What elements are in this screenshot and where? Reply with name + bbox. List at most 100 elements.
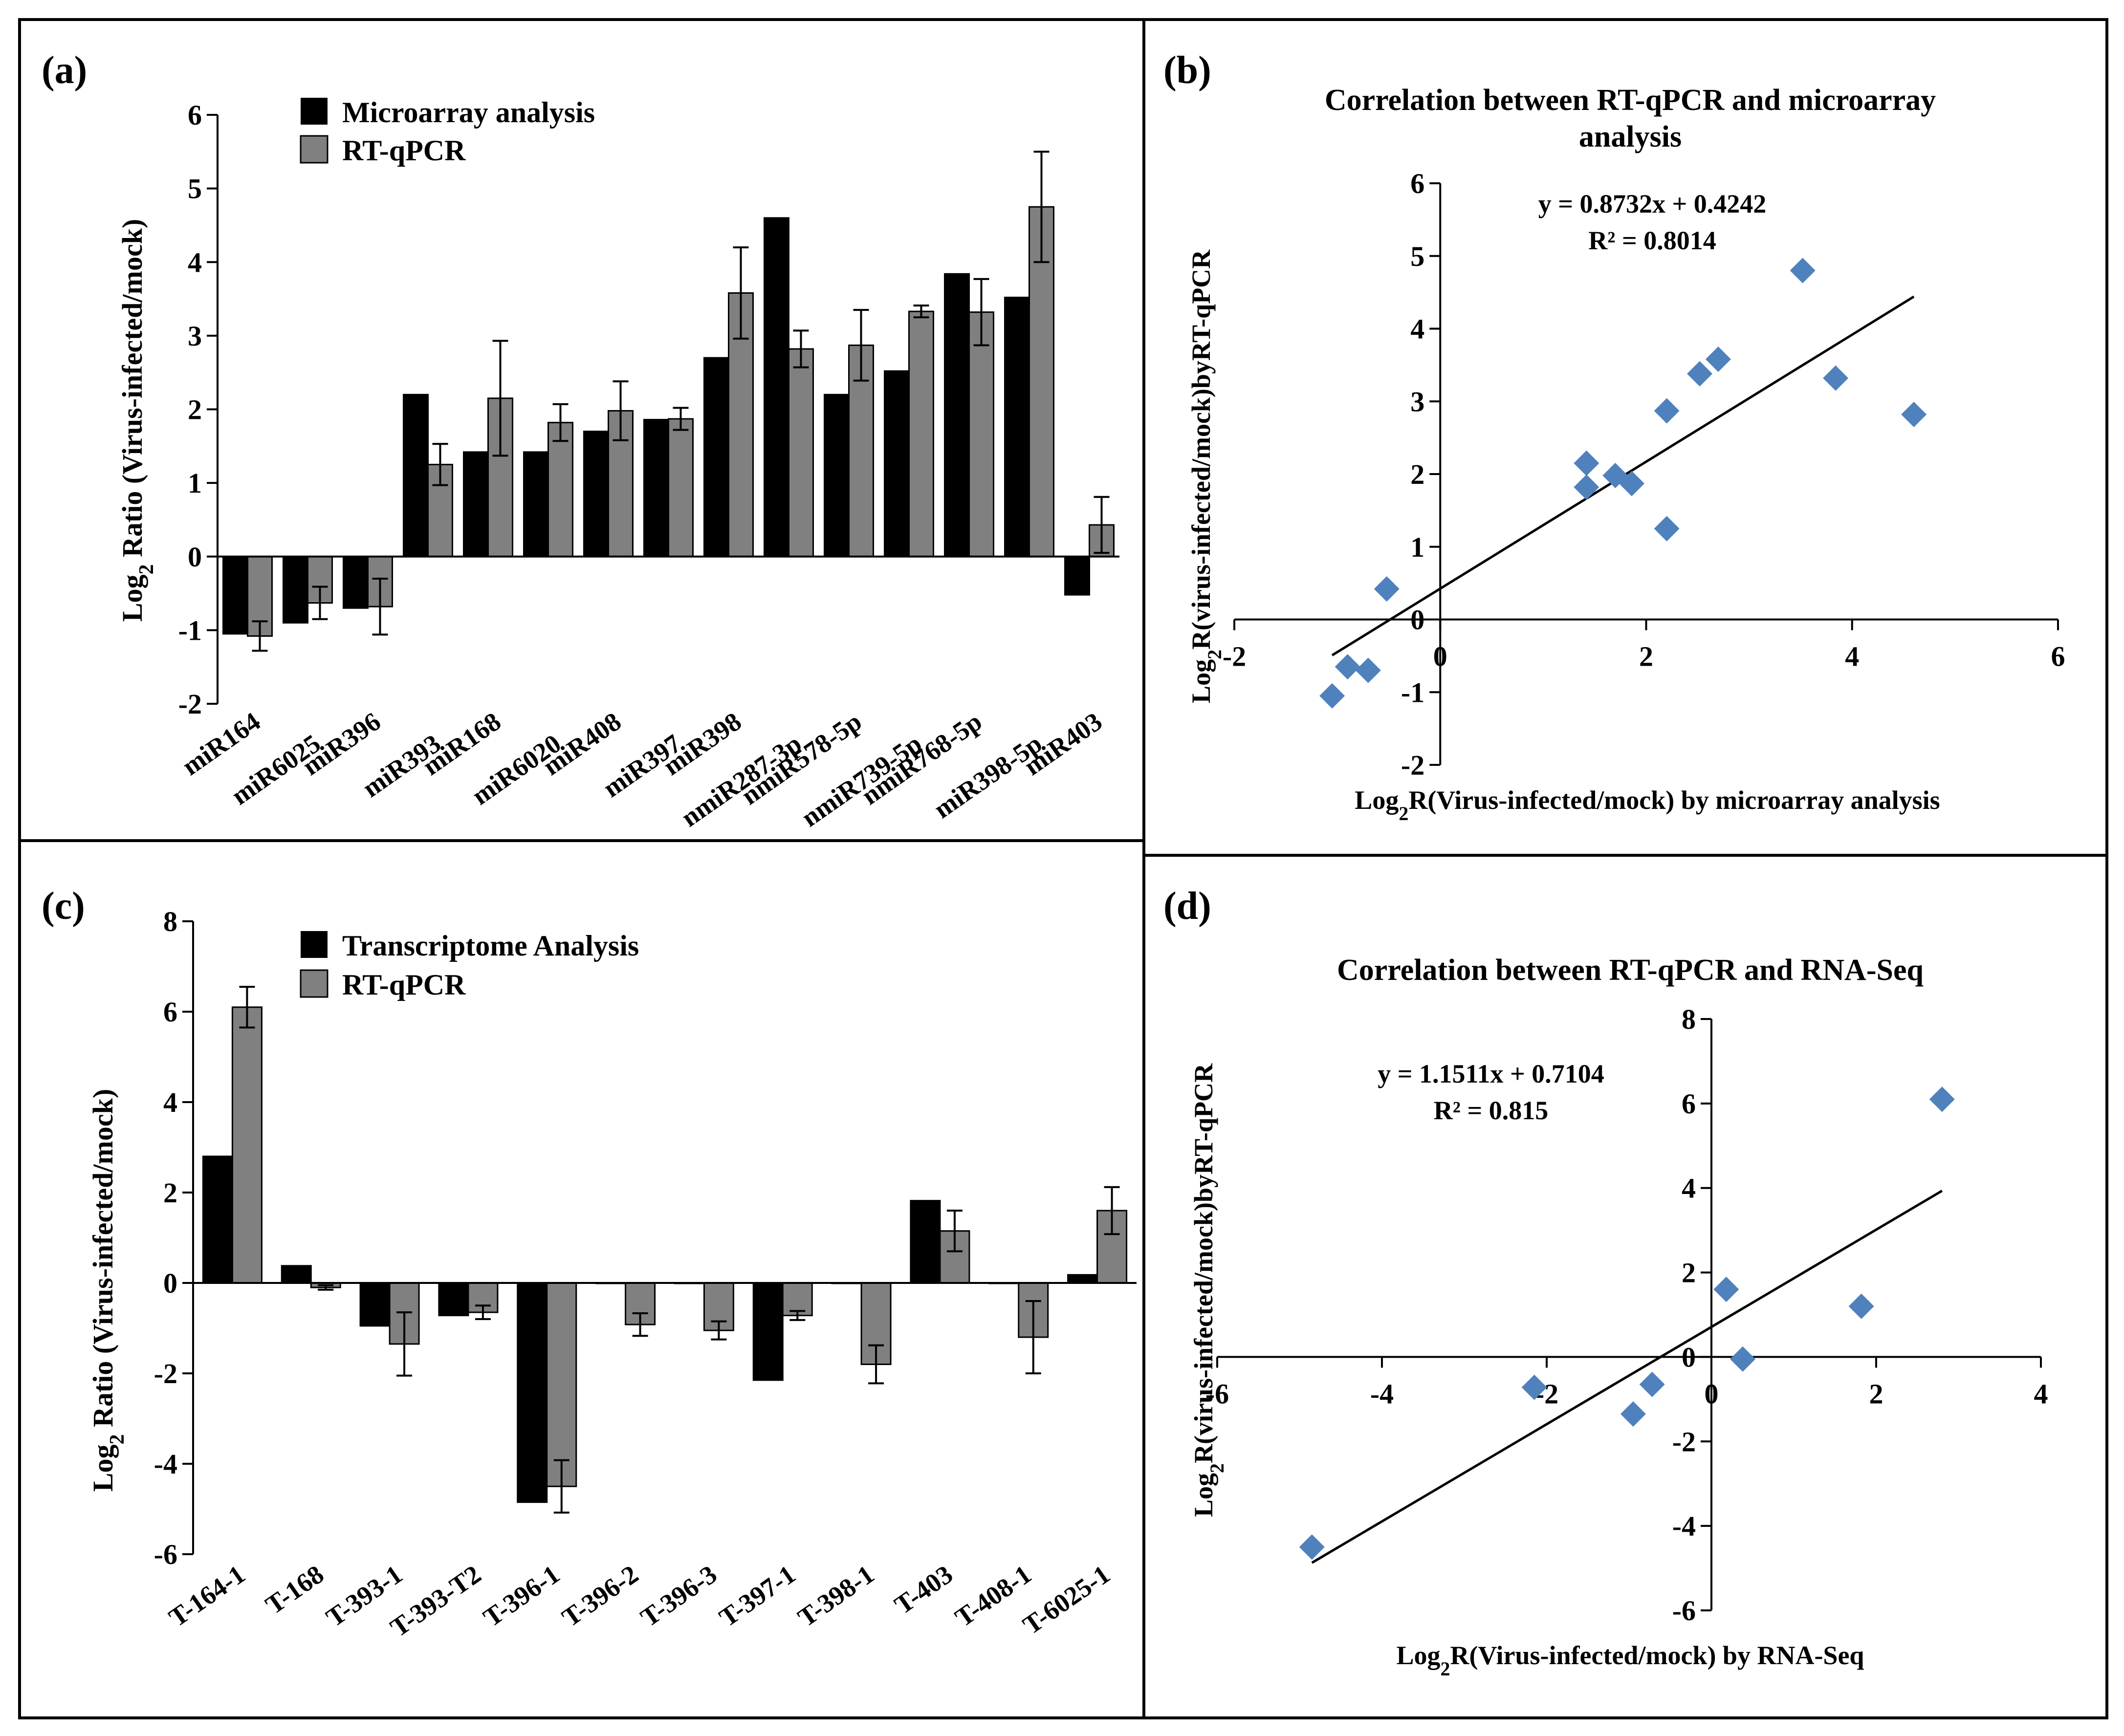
- legend-swatch-rtqpcr-c: [300, 969, 328, 998]
- scatter-point: [1705, 346, 1731, 372]
- y-tick-label: -4: [154, 1448, 177, 1480]
- x-category-label: T-164-1: [164, 1560, 251, 1633]
- x-category-label: T-403: [889, 1560, 958, 1620]
- scatter-point: [1521, 1374, 1547, 1400]
- bar-series1: [703, 357, 729, 558]
- panel-b-x-axis-label: Log2R(Virus-infected/mock) by microarray…: [1355, 785, 1940, 825]
- bar-series2: [467, 1282, 499, 1313]
- bar-series1: [944, 273, 970, 558]
- panel-a-label: (a): [42, 49, 87, 92]
- bar-series1: [523, 451, 549, 558]
- x-tick-label: 2: [1869, 1378, 1883, 1410]
- y-tick-label: 3: [1410, 386, 1424, 417]
- y-tick-label: 4: [163, 1086, 177, 1118]
- bar-series1: [403, 393, 429, 558]
- x-tick-label: 4: [1845, 641, 1859, 673]
- x-tick-label: -6: [1205, 1378, 1229, 1410]
- scatter-point: [1335, 654, 1360, 680]
- y-tick-label: -1: [1401, 676, 1424, 708]
- bar-series1: [343, 556, 369, 609]
- scatter-point: [1654, 398, 1680, 424]
- y-tick-label: 2: [188, 394, 202, 426]
- panel-b-label: (b): [1163, 49, 1211, 92]
- bar-series1: [824, 393, 850, 558]
- panel-a-y-axis-label: Log2 Ratio (Virus-infected/mock): [116, 219, 158, 622]
- bar-series1: [222, 556, 248, 635]
- y-tick-label: 4: [1682, 1172, 1696, 1204]
- bar-series1: [1064, 556, 1090, 596]
- x-category-label: T-397-1: [714, 1560, 801, 1633]
- x-category-label: T-398-1: [792, 1560, 879, 1633]
- x-tick-label: 4: [2034, 1378, 2048, 1410]
- y-tick-label: 4: [188, 246, 202, 278]
- legend-swatch-transcriptome: [301, 931, 328, 958]
- scatter-point: [1319, 683, 1345, 709]
- bar-series2: [968, 311, 994, 558]
- y-tick-label: 2: [163, 1177, 177, 1209]
- bar-series1: [1067, 1274, 1098, 1284]
- bar-series1: [202, 1155, 233, 1284]
- panel-c-legend: Transcriptome Analysis RT-qPCR: [300, 930, 639, 1001]
- panel-c-bar-chart: Transcriptome Analysis RT-qPCR Log2 Rati…: [87, 906, 1137, 1643]
- bar-series1: [438, 1282, 469, 1317]
- scatter-point: [1929, 1086, 1955, 1112]
- bar-series1: [884, 370, 910, 558]
- legend-label-rtqpcr-c: RT-qPCR: [342, 969, 466, 1001]
- bar-series1: [643, 419, 669, 558]
- panel-b-equation: y = 0.8732x + 0.4242: [1538, 189, 1767, 218]
- bar-series1: [517, 1282, 548, 1503]
- panel-b-scatter-chart: Correlation between RT-qPCR and microarr…: [1186, 84, 2065, 825]
- panel-c-label: (c): [42, 885, 85, 928]
- bar-series2: [788, 348, 814, 558]
- y-tick-label: 3: [188, 320, 202, 352]
- y-tick-label: -1: [178, 614, 202, 646]
- y-tick-label: 6: [1682, 1088, 1696, 1120]
- scatter-point: [1620, 1401, 1646, 1427]
- scatter-point: [1713, 1277, 1739, 1302]
- scatter-point: [1901, 402, 1927, 428]
- panel-d-equation: y = 1.1511x + 0.7104: [1378, 1059, 1604, 1088]
- bar-series2: [1029, 206, 1054, 558]
- y-tick-label: 0: [163, 1267, 177, 1299]
- y-tick-label: -2: [1672, 1426, 1696, 1457]
- bar-series2: [231, 1006, 263, 1284]
- y-tick-label: 0: [188, 541, 202, 573]
- panel-b-r-squared: R² = 0.8014: [1588, 226, 1716, 255]
- bar-series1: [752, 1282, 784, 1381]
- y-tick-label: -4: [1672, 1510, 1696, 1542]
- trendline: [1311, 1190, 1943, 1564]
- bar-series2: [908, 310, 934, 558]
- y-tick-label: -2: [154, 1358, 177, 1389]
- x-tick-label: 0: [1705, 1378, 1719, 1410]
- bar-series2: [546, 1282, 577, 1487]
- bar-series1: [583, 431, 609, 558]
- y-tick-label: -2: [1401, 749, 1424, 781]
- x-tick-label: 6: [2051, 641, 2065, 673]
- x-category-label: T-396-2: [557, 1560, 644, 1633]
- x-category-label: T-6025-1: [1018, 1560, 1116, 1640]
- legend-label-transcriptome: Transcriptome Analysis: [342, 930, 639, 962]
- x-tick-label: 2: [1639, 641, 1653, 673]
- x-category-label: T-396-3: [635, 1560, 723, 1633]
- bar-series1: [281, 1265, 312, 1284]
- scatter-point: [1574, 474, 1599, 500]
- panel-d-scatter-chart: Correlation between RT-qPCR and RNA-Seq …: [1189, 954, 2048, 1680]
- x-tick-label: -4: [1370, 1378, 1394, 1410]
- scatter-point: [1654, 516, 1680, 542]
- legend-label-microarray: Microarray analysis: [342, 96, 595, 129]
- scatter-point: [1687, 361, 1713, 387]
- panel-d-y-axis-label: Log2R(virus-infected/mock)byRT-qPCR: [1189, 1063, 1228, 1517]
- legend-swatch-rtqpcr: [300, 135, 328, 164]
- panel-d-label: (d): [1163, 885, 1211, 928]
- y-tick-label: -6: [154, 1539, 177, 1570]
- panel-d-x-axis-label: Log2R(Virus-infected/mock) by RNA-Seq: [1397, 1641, 1864, 1680]
- bar-series1: [463, 451, 489, 558]
- bar-series2: [668, 418, 694, 558]
- scatter-point: [1730, 1346, 1756, 1372]
- y-tick-label: 6: [1410, 168, 1424, 199]
- panel-b-title-line1: Correlation between RT-qPCR and microarr…: [1325, 84, 1936, 117]
- y-tick-label: 5: [1410, 240, 1424, 272]
- y-tick-label: 4: [1410, 313, 1424, 345]
- panel-a-bar-chart: Microarray analysis RT-qPCR Log2 Ratio (…: [116, 96, 1119, 832]
- y-tick-label: 2: [1682, 1257, 1696, 1289]
